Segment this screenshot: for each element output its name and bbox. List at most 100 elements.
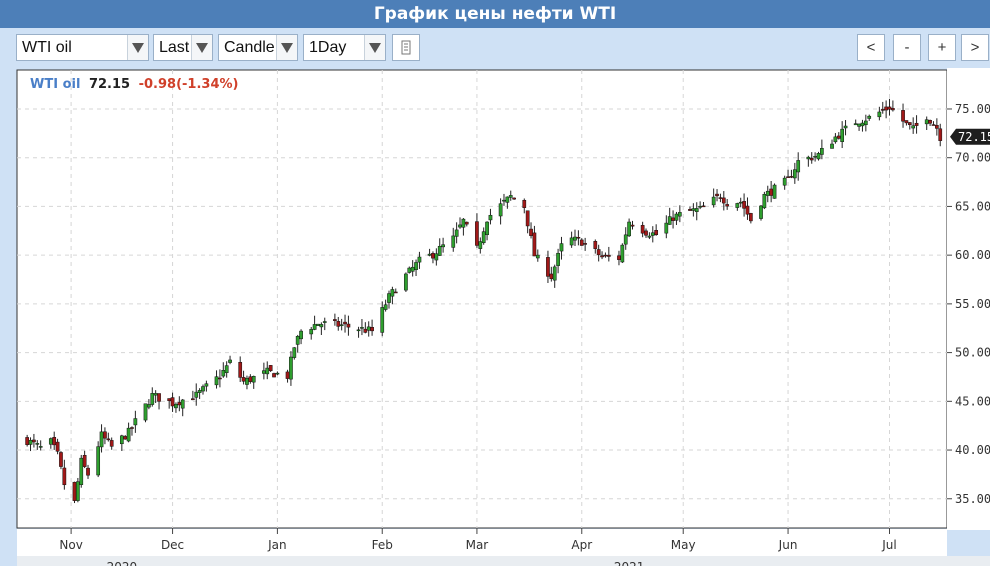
candle-body: [911, 125, 916, 129]
x-tick-label: Dec: [161, 538, 184, 552]
x-tick-label: Jul: [881, 538, 896, 552]
candle-body: [485, 221, 489, 236]
candle-body: [441, 244, 445, 248]
y-tick-label: 55.00: [955, 297, 990, 311]
candle-body: [606, 254, 611, 257]
candle-body: [860, 122, 865, 127]
price-type-select[interactable]: Last: [153, 34, 213, 61]
candle-body: [380, 307, 385, 333]
candle-body: [671, 217, 675, 221]
candle-body: [339, 324, 344, 326]
x-tick-label: Jan: [267, 538, 287, 552]
candle-body: [745, 205, 750, 215]
candle-body: [928, 120, 932, 124]
candle-body: [52, 437, 57, 446]
chart-style-select-value: Candle: [224, 39, 275, 56]
candle-body: [904, 120, 909, 124]
candle-body: [275, 372, 280, 375]
chevron-down-icon[interactable]: [127, 35, 148, 60]
candle-body: [147, 404, 151, 408]
legend-change: -0.98(-1.34%): [139, 77, 239, 92]
candle-body: [427, 253, 432, 256]
candle-body: [38, 446, 43, 448]
chart-toolbar: WTI oil Last Candle 1Day < - + >: [0, 28, 990, 68]
interval-select[interactable]: 1Day: [303, 34, 386, 61]
candle-body: [843, 125, 848, 129]
candle-body: [481, 231, 486, 244]
candle-body: [711, 196, 716, 206]
candle-body: [72, 481, 77, 501]
candle-body: [458, 224, 462, 228]
chart-settings-button[interactable]: [392, 34, 420, 61]
candle-body: [248, 376, 253, 382]
candle-body: [170, 397, 175, 407]
x-tick-label: Nov: [59, 538, 82, 552]
y-tick-label: 40.00: [955, 443, 990, 457]
candle-body: [664, 222, 669, 234]
candle-body: [204, 383, 209, 387]
candle-body: [820, 148, 824, 155]
candle-body: [214, 376, 219, 386]
candle-body: [698, 206, 702, 208]
candle-body: [867, 115, 872, 119]
candle-body: [25, 437, 29, 445]
symbol-select[interactable]: WTI oil: [16, 34, 149, 61]
candle-body: [393, 291, 398, 294]
candle-body: [461, 218, 466, 228]
scroll-right-button[interactable]: >: [961, 34, 989, 61]
y-tick-label: 70.00: [955, 151, 990, 165]
candle-body: [556, 252, 560, 266]
candle-body: [245, 377, 249, 385]
candle-body: [309, 329, 314, 335]
candle-body: [627, 221, 631, 237]
candle-body: [319, 324, 324, 328]
candle-body: [884, 106, 888, 111]
price-type-select-value: Last: [159, 39, 190, 56]
x-tick-label: Jun: [778, 538, 798, 552]
plot-area: [16, 69, 948, 529]
candle-body: [887, 106, 892, 110]
y-tick-label: 65.00: [955, 199, 990, 213]
chevron-down-icon[interactable]: [276, 35, 297, 60]
candle-body: [667, 216, 672, 225]
candle-body: [62, 467, 67, 486]
candle-body: [272, 373, 276, 378]
zoom-in-button[interactable]: +: [928, 34, 956, 61]
chevron-down-icon[interactable]: [191, 35, 212, 60]
candle-body: [437, 245, 442, 256]
candle-body: [715, 193, 719, 197]
candle-body: [630, 224, 635, 227]
scroll-left-button[interactable]: <: [857, 34, 885, 61]
candle-body: [840, 128, 845, 142]
candle-body: [109, 440, 114, 447]
candle-body: [366, 326, 371, 331]
legend: WTI oil 72.15 -0.98(-1.34%): [30, 77, 238, 92]
candle-body: [579, 239, 584, 246]
candle-body: [221, 370, 226, 377]
candle-body: [451, 235, 456, 248]
candle-body: [738, 201, 743, 204]
candle-body: [914, 122, 919, 126]
candle-body: [688, 209, 692, 211]
candle-body: [404, 273, 408, 291]
candle-body: [197, 390, 202, 393]
list-icon: [401, 40, 411, 55]
candle-body: [650, 232, 655, 236]
candle-body: [289, 356, 293, 380]
candle-body: [126, 427, 131, 442]
price-chart[interactable]: 35.00 40.00 45.00 50.00 55.00 60.00 65.00 70.00…: [0, 68, 990, 566]
chevron-down-icon[interactable]: [364, 35, 385, 60]
candle-body: [853, 123, 858, 126]
candle-body: [508, 195, 513, 198]
candle-body: [901, 110, 905, 122]
candle-body: [360, 327, 364, 329]
zoom-out-button[interactable]: -: [893, 34, 921, 61]
candle-body: [809, 157, 814, 161]
candle-body: [522, 199, 527, 208]
chart-style-select[interactable]: Candle: [218, 34, 298, 61]
candle-body: [194, 391, 199, 398]
candle-body: [833, 136, 838, 143]
candle-body: [475, 221, 479, 246]
candle-body: [356, 329, 361, 332]
candle-body: [691, 208, 696, 211]
